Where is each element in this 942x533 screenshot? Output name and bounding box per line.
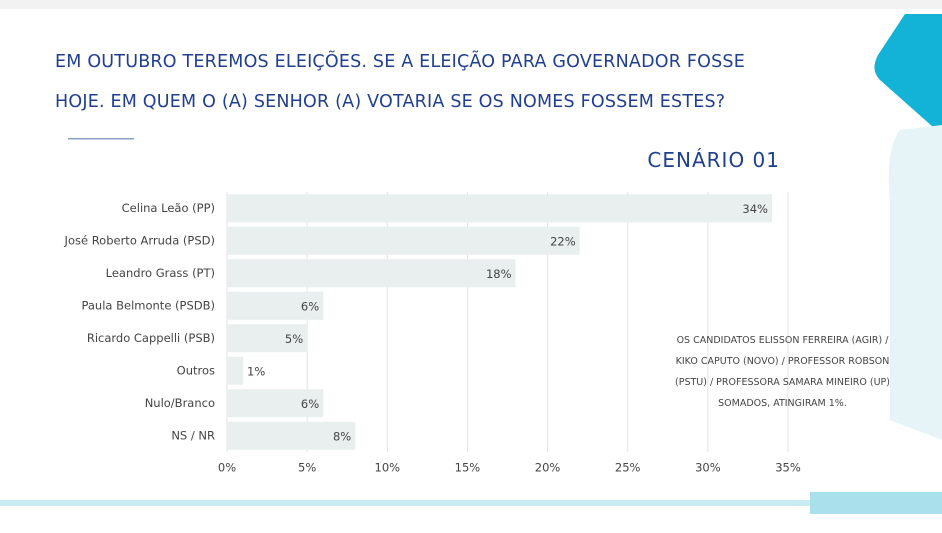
decor-shape bbox=[888, 125, 942, 440]
x-tick-label: 30% bbox=[695, 461, 721, 475]
x-tick-label: 0% bbox=[218, 461, 236, 475]
x-tick-label: 20% bbox=[535, 461, 561, 475]
y-tick-label: Leandro Grass (PT) bbox=[106, 266, 215, 280]
bar bbox=[227, 291, 324, 320]
annotation: OS CANDIDATOS ELISSON FERREIRA (AGIR) / … bbox=[675, 335, 890, 409]
value-label: 8% bbox=[333, 429, 351, 443]
x-tick-label: 25% bbox=[615, 461, 641, 475]
value-label: 6% bbox=[301, 397, 319, 411]
y-tick-label: NS / NR bbox=[171, 428, 215, 442]
decor-shape bbox=[874, 14, 942, 135]
chart-title: EM OUTUBRO TEREMOS ELEIÇÕES. SE A ELEIÇÃ… bbox=[55, 52, 745, 112]
x-tick-label: 5% bbox=[298, 461, 316, 475]
value-label: 1% bbox=[247, 364, 265, 378]
y-tick-label: Ricardo Cappelli (PSB) bbox=[87, 331, 215, 345]
x-tick-label: 15% bbox=[455, 461, 481, 475]
x-tick-label: 10% bbox=[375, 461, 401, 475]
plot-area: 0% 5% 10% 15% 20% 25% 30% 35% Celina Leão (PP) 34… bbox=[64, 192, 801, 475]
bar bbox=[227, 259, 516, 288]
bar bbox=[227, 421, 356, 450]
bar bbox=[227, 324, 308, 353]
y-tick-label: José Roberto Arruda (PSD) bbox=[64, 233, 215, 247]
chart-subtitle: CENÁRIO 01 bbox=[647, 148, 780, 172]
y-tick-label: Celina Leão (PP) bbox=[122, 201, 215, 215]
value-label: 5% bbox=[285, 332, 303, 346]
top-border bbox=[0, 0, 942, 9]
decor-band bbox=[0, 500, 942, 506]
y-tick-label: Outros bbox=[177, 363, 215, 377]
value-label: 18% bbox=[486, 267, 512, 281]
decor-band bbox=[810, 492, 942, 514]
y-tick-label: Paula Belmonte (PSDB) bbox=[81, 298, 215, 312]
x-tick-label: 35% bbox=[775, 461, 801, 475]
y-tick-label: Nulo/Branco bbox=[145, 396, 215, 410]
bar bbox=[227, 389, 324, 418]
bar bbox=[227, 194, 772, 223]
bar bbox=[227, 356, 244, 385]
value-label: 6% bbox=[301, 299, 319, 313]
title-rule bbox=[68, 138, 134, 140]
bar bbox=[227, 226, 580, 255]
value-label: 34% bbox=[742, 202, 768, 216]
value-label: 22% bbox=[550, 234, 576, 248]
